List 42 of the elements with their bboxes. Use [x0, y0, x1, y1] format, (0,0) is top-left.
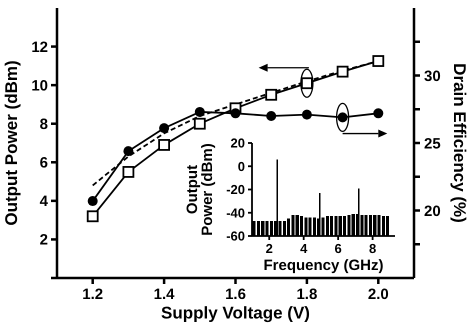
y-tick-label: -20	[226, 182, 245, 198]
x-tick-label: 2	[266, 241, 273, 256]
point	[88, 196, 98, 206]
x-tick-label: 4	[300, 241, 308, 256]
y-tick-label: 4	[40, 193, 49, 210]
x-tick-label: 8	[368, 241, 376, 256]
y-tick-label: 6	[40, 154, 48, 172]
y-tick-label: -40	[226, 205, 245, 220]
x-tick-label: 1.4	[154, 286, 176, 303]
point	[194, 118, 206, 130]
x-axis-title: Supply Voltage (V)	[161, 304, 310, 322]
point	[373, 108, 384, 118]
y-tick-label: 10	[31, 77, 48, 94]
y2-tick-label: 20	[424, 202, 441, 220]
point	[336, 66, 348, 78]
y-axis-title: Output Power (dBm)	[184, 143, 216, 236]
y-tick-label: -60	[226, 228, 245, 244]
y2-tick-label: 25	[424, 135, 441, 152]
x-axis-title: Frequency (GHz)	[263, 256, 384, 274]
x-tick-label: 1.8	[296, 286, 318, 303]
x-tick-label: 1.2	[82, 286, 104, 303]
point	[86, 210, 99, 222]
y-tick-label: 8	[40, 116, 48, 133]
point	[158, 139, 170, 151]
point	[302, 110, 312, 120]
point	[230, 108, 240, 118]
point	[265, 88, 278, 101]
y-axis-title: Output Power (dBm)	[2, 60, 21, 226]
y2-tick-label: 30	[424, 68, 441, 85]
y-tick-label: 20	[230, 136, 245, 151]
point	[194, 106, 205, 117]
y-tick-label: 0	[238, 158, 245, 174]
point	[266, 111, 276, 121]
y-tick-label: 12	[31, 38, 48, 56]
x-tick-label: 2.0	[368, 286, 389, 303]
x-tick-label: 1.6	[225, 286, 246, 303]
x-tick-label: 6	[334, 241, 342, 256]
point	[372, 55, 384, 67]
point	[122, 166, 134, 178]
y2-axis-title: Drain Efficiency (%)	[450, 63, 469, 223]
point	[159, 123, 170, 134]
point	[123, 146, 134, 156]
